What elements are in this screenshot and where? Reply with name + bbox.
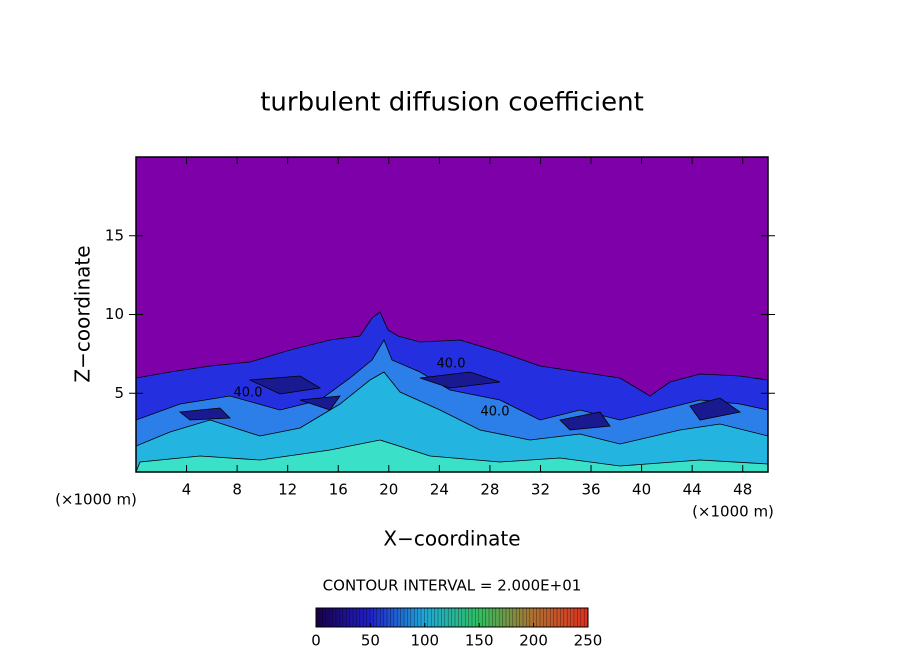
x-tick-label: 44 <box>683 481 702 499</box>
x-tick-label: 28 <box>480 481 499 499</box>
x-tick-label: 20 <box>379 481 398 499</box>
x-tick-label: 40 <box>632 481 651 499</box>
colorbar-tick-label: 50 <box>361 632 380 650</box>
colorbar-tick-label: 200 <box>519 632 548 650</box>
field <box>136 157 768 472</box>
colorbar-tick-label: 150 <box>465 632 494 650</box>
x-tick-label: 4 <box>182 481 192 499</box>
x-tick-label: 16 <box>329 481 348 499</box>
colorbar <box>315 607 589 628</box>
x-tick-label: 24 <box>430 481 449 499</box>
y-axis-label: Z−coordinate <box>71 245 95 382</box>
y-tick-label: 5 <box>114 384 124 402</box>
y-tick-label: 10 <box>105 305 124 323</box>
contour-label: 40.0 <box>437 357 466 372</box>
colorbar-tick-label: 250 <box>574 632 603 650</box>
field-region <box>178 371 741 431</box>
y-unit-label: (×1000 m) <box>55 491 137 509</box>
x-tick-label: 12 <box>278 481 297 499</box>
x-tick-label: 8 <box>232 481 242 499</box>
x-tick-label: 32 <box>531 481 550 499</box>
contour-interval: CONTOUR INTERVAL = 2.000E+01 <box>323 577 582 595</box>
colorbar-stripes <box>318 608 588 627</box>
y-tick-label: 15 <box>105 226 124 244</box>
contour-label: 40.0 <box>234 386 263 401</box>
field-region <box>136 371 768 472</box>
x-unit-label: (×1000 m) <box>692 503 774 521</box>
x-axis-label: X−coordinate <box>383 527 520 551</box>
colorbar-tick-label: 0 <box>311 632 321 650</box>
field-region <box>136 439 768 472</box>
x-tick-label: 36 <box>581 481 600 499</box>
x-tick-label: 48 <box>733 481 752 499</box>
chart-title: turbulent diffusion coefficient <box>260 88 644 118</box>
colorbar-tick-label: 100 <box>410 632 439 650</box>
contour-label: 40.0 <box>481 405 510 420</box>
